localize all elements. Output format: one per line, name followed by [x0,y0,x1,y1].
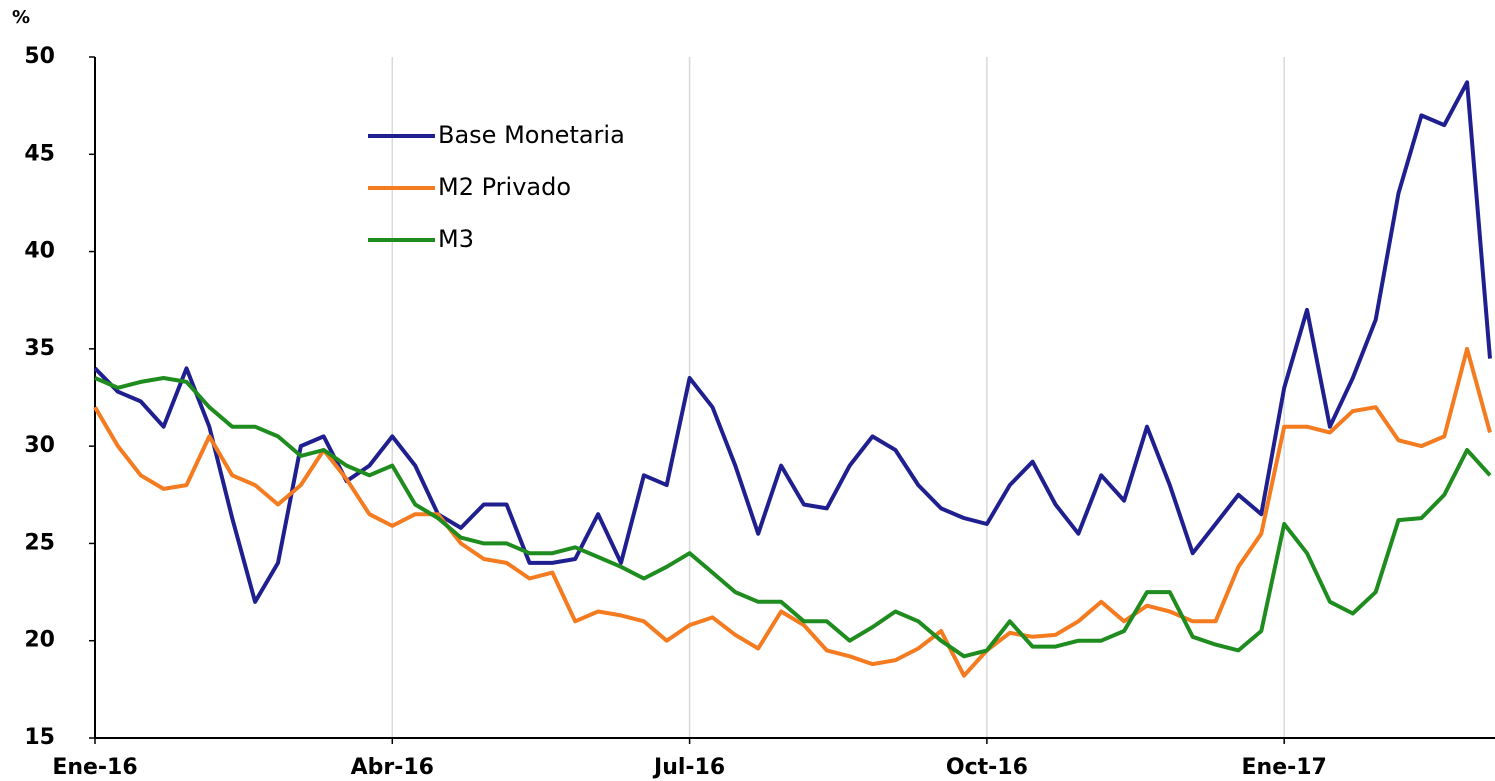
x-tick-label: Abr-16 [351,755,434,780]
y-tick-label: 15 [24,725,55,750]
legend-label: Base Monetaria [438,121,625,149]
y-tick-label: 20 [24,628,55,653]
y-tick-label: 35 [24,336,55,361]
y-tick-label: 30 [24,433,55,458]
y-tick-label: 40 [24,239,55,264]
y-tick-label: 50 [24,44,55,69]
series-line [94,376,1492,659]
y-tick-label: 25 [24,530,55,555]
x-tick-label: Jul-16 [652,755,725,780]
x-tick-label: Oct-16 [946,755,1028,780]
series-line [93,80,1492,604]
legend-label: M2 Privado [438,173,571,201]
y-tick-label: 45 [24,141,55,166]
y-axis-label: % [12,7,30,28]
x-tick-label: Ene-16 [52,755,137,780]
x-tick-label: Ene-17 [1242,755,1327,780]
legend-label: M3 [438,225,474,253]
